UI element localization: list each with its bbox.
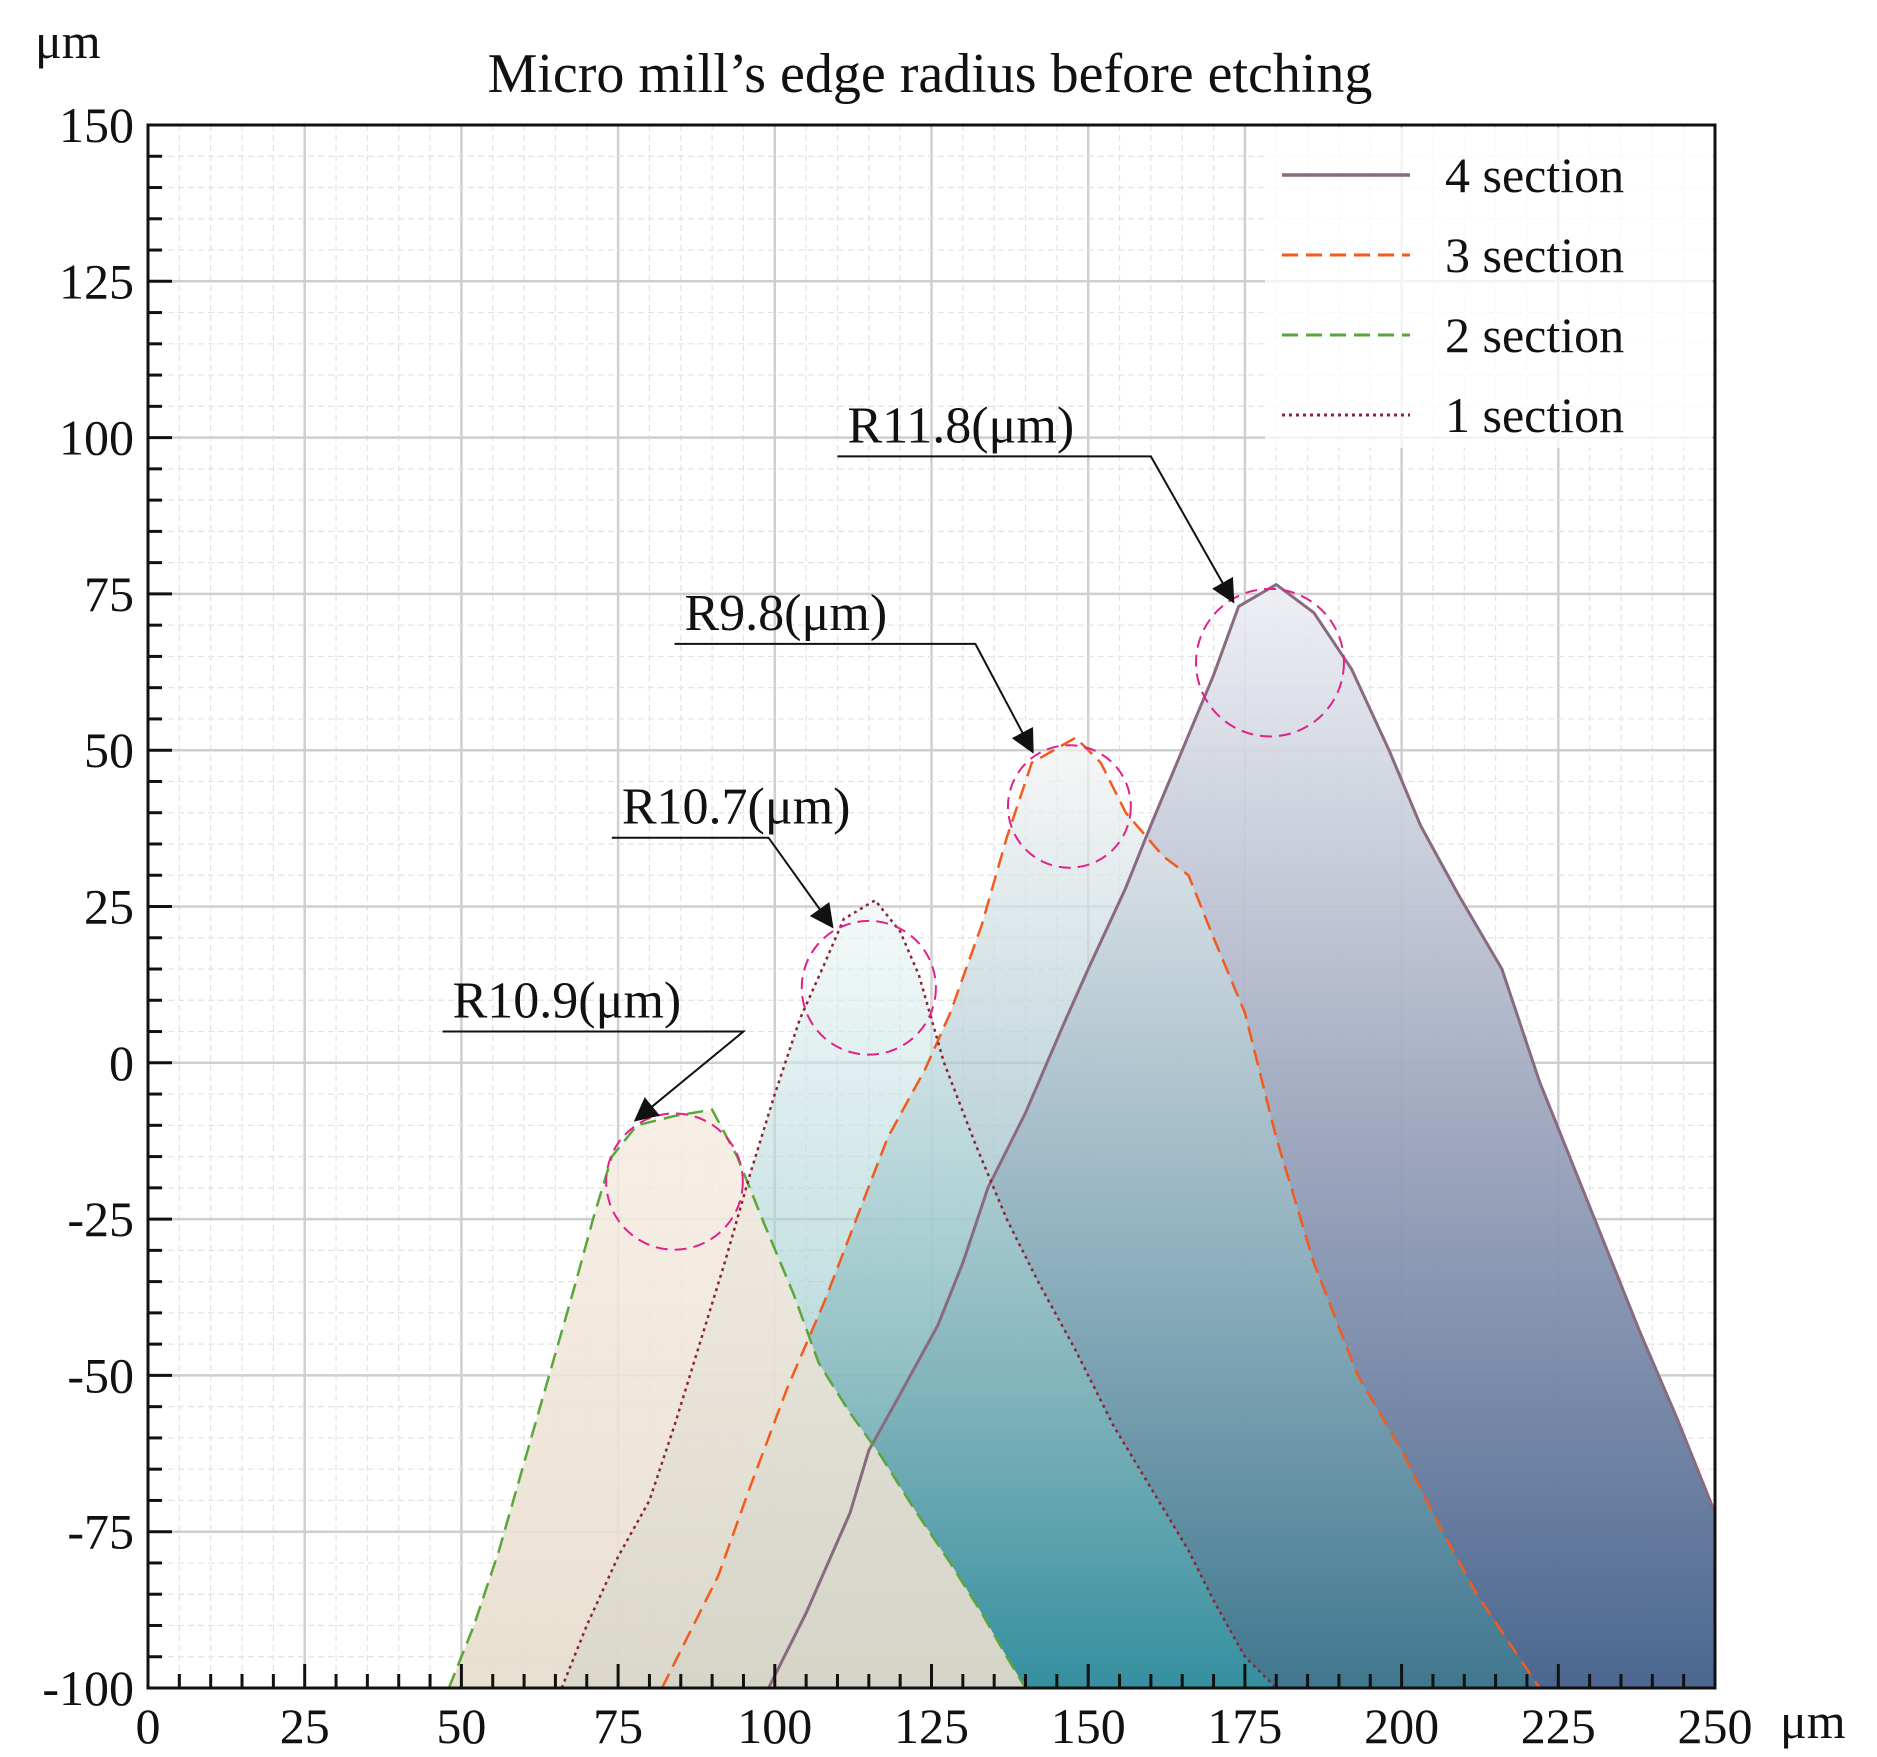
series-line-4 (560, 898, 1278, 1688)
radius-circle-4 (1195, 587, 1345, 738)
x-tick-label: 125 (894, 1698, 969, 1754)
x-tick-label: 25 (280, 1698, 330, 1754)
radius-circle-1 (605, 1112, 744, 1251)
annotation-label-4: R11.8(μm) (847, 397, 1074, 454)
x-axis-unit-label: μm (1780, 1693, 1846, 1749)
x-tick-label: 225 (1521, 1698, 1596, 1754)
legend-label-3: 2 section (1445, 307, 1624, 363)
y-tick-label: -50 (67, 1347, 134, 1403)
legend-label-1: 4 section (1445, 147, 1624, 203)
series-lines (447, 583, 1715, 1688)
annotation-leader-3 (674, 642, 1034, 754)
legend-label-4: 1 section (1445, 387, 1624, 443)
y-axis-unit-label: μm (35, 13, 101, 69)
annotation-label-1: R10.9(μm) (453, 973, 682, 1030)
y-tick-label: 25 (84, 879, 134, 935)
series-line-2 (660, 736, 1541, 1688)
y-tick-label: 50 (84, 722, 134, 778)
y-tick-label: 0 (109, 1035, 134, 1091)
series-areas (448, 584, 1715, 1688)
legend-label-2: 3 section (1445, 227, 1624, 283)
y-tick-label: 75 (84, 566, 134, 622)
x-tick-label: 50 (436, 1698, 486, 1754)
x-tick-label: 0 (136, 1698, 161, 1754)
chart-title: Micro mill’s edge radius before etching (488, 43, 1373, 105)
x-tick-label: 175 (1207, 1698, 1282, 1754)
y-tick-label: -25 (67, 1191, 134, 1247)
annotation-label-3: R9.8(μm) (685, 585, 888, 642)
series-area-3 (448, 1109, 1026, 1688)
x-tick-label: 150 (1051, 1698, 1126, 1754)
y-tick-label: 100 (59, 410, 134, 466)
axes: 0 25 50 75 100 125 150 175 200 225 250-100-75-50-2… (42, 97, 1752, 1754)
annotation-leader-4 (837, 455, 1235, 604)
x-tick-label: 75 (593, 1698, 643, 1754)
x-tick-label: 200 (1364, 1698, 1439, 1754)
x-tick-label: 100 (737, 1698, 812, 1754)
series-line-1 (767, 583, 1715, 1688)
series-line-3 (447, 1108, 1027, 1688)
y-tick-label: 125 (59, 253, 134, 309)
annotation-leader-1 (442, 1030, 747, 1122)
y-tick-label: -75 (67, 1504, 134, 1560)
edge-radius-circles (605, 587, 1345, 1251)
annotation-leader-2 (611, 836, 834, 929)
annotation-label-2: R10.7(μm) (622, 779, 851, 836)
y-tick-label: -100 (42, 1660, 134, 1716)
y-tick-label: 150 (59, 97, 134, 153)
legend: 4 section 3 section 2 section 1 section (1265, 128, 1712, 448)
radius-circle-3 (1006, 744, 1132, 869)
radius-circle-2 (800, 919, 937, 1056)
annotations: R10.9(μm) R10.7(μm) R9.8(μm) R11.8(μm) (442, 397, 1235, 1122)
legend-background (1265, 128, 1712, 448)
x-tick-label: 250 (1678, 1698, 1753, 1754)
